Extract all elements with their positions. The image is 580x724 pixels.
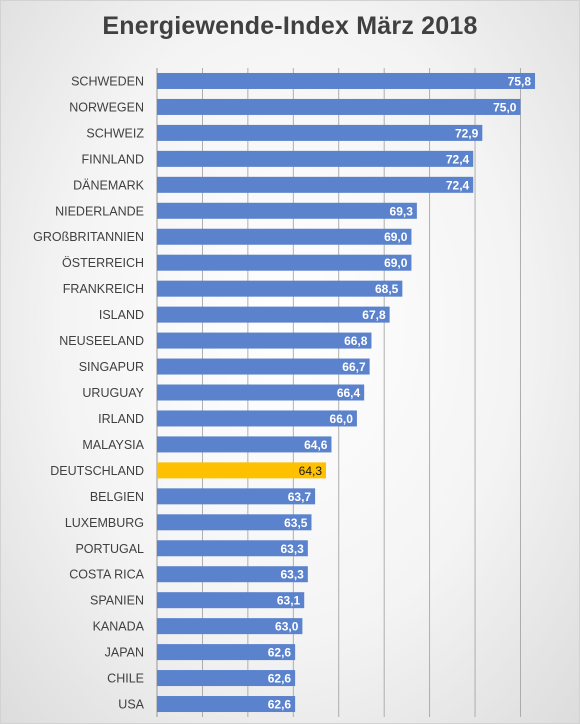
bar-1: [157, 98, 521, 115]
category-label: DÄNEMARK: [73, 178, 145, 192]
bar-7: [157, 254, 412, 271]
category-label: FINNLAND: [81, 152, 144, 166]
category-label: IRLAND: [98, 412, 144, 426]
category-label: SCHWEIZ: [86, 126, 144, 140]
value-label: 63,1: [277, 594, 301, 608]
bar-11: [157, 358, 370, 375]
value-label: 63,3: [280, 568, 304, 582]
category-label: FRANKREICH: [63, 282, 144, 296]
value-label: 63,3: [280, 542, 304, 556]
category-label: DEUTSCHLAND: [50, 464, 144, 478]
category-label: URUGUAY: [82, 386, 144, 400]
category-label: NEUSEELAND: [59, 334, 144, 348]
value-label: 75,0: [493, 100, 517, 114]
value-labels: 75,8 75,0 72,9 72,4 72,4 69,3 69,0 69,0 68,5 67,8…: [268, 74, 532, 711]
value-label: 63,0: [275, 620, 299, 634]
bar-19: [157, 566, 308, 583]
bar-4: [157, 176, 474, 193]
bar-10: [157, 332, 372, 349]
value-label: 62,6: [268, 698, 292, 712]
bar-5: [157, 202, 417, 219]
value-label: 75,8: [508, 74, 532, 88]
bar-9: [157, 306, 390, 323]
bar-13: [157, 410, 357, 427]
bar-24: [157, 696, 296, 713]
category-label: COSTA RICA: [69, 568, 144, 582]
category-label: ÖSTERREICH: [62, 256, 144, 270]
value-label: 63,5: [284, 516, 308, 530]
value-label: 66,7: [342, 360, 366, 374]
value-label: 68,5: [375, 282, 399, 296]
value-label: 72,4: [446, 178, 470, 192]
category-label: USA: [118, 698, 144, 712]
value-label: 62,6: [268, 672, 292, 686]
bars: [157, 72, 536, 713]
bar-17: [157, 514, 312, 531]
chart-title: Energiewende-Index März 2018: [102, 12, 478, 40]
category-label: JAPAN: [105, 646, 144, 660]
category-label: GROßBRITANNIEN: [33, 230, 144, 244]
value-label: 64,6: [304, 438, 328, 452]
category-label: LUXEMBURG: [65, 516, 144, 530]
bar-21: [157, 618, 303, 635]
category-label: CHILE: [107, 672, 144, 686]
value-label: 66,4: [337, 386, 361, 400]
bar-20: [157, 592, 305, 609]
value-label: 72,9: [455, 126, 479, 140]
category-label: NIEDERLANDE: [55, 204, 144, 218]
category-label: NORWEGEN: [69, 100, 144, 114]
bar-12: [157, 384, 365, 401]
bar-8: [157, 280, 403, 297]
category-label: KANADA: [93, 620, 145, 634]
category-label: ISLAND: [99, 308, 144, 322]
category-labels: SCHWEDEN NORWEGEN SCHWEIZ FINNLAND DÄNEMARK N…: [33, 74, 145, 711]
value-label: 69,0: [384, 256, 408, 270]
value-label: 66,8: [344, 334, 368, 348]
bar-2: [157, 124, 483, 141]
category-label: BELGIEN: [90, 490, 144, 504]
bar-6: [157, 228, 412, 245]
category-label: SINGAPUR: [79, 360, 144, 374]
value-label: 64,3: [299, 464, 323, 478]
bar-0: [157, 72, 536, 89]
bar-15: [157, 462, 327, 479]
value-label: 69,0: [384, 230, 408, 244]
bar-3: [157, 150, 474, 167]
bar-23: [157, 670, 296, 687]
value-label: 69,3: [390, 204, 414, 218]
bar-18: [157, 540, 308, 557]
category-label: SCHWEDEN: [71, 74, 144, 88]
category-label: SPANIEN: [90, 594, 144, 608]
gridlines: [156, 68, 521, 717]
value-label: 62,6: [268, 646, 292, 660]
category-label: MALAYSIA: [82, 438, 144, 452]
value-label: 66,0: [330, 412, 354, 426]
bar-22: [157, 644, 296, 661]
bar-16: [157, 488, 316, 505]
value-label: 67,8: [362, 308, 386, 322]
value-label: 63,7: [288, 490, 312, 504]
category-label: PORTUGAL: [75, 542, 144, 556]
value-label: 72,4: [446, 152, 470, 166]
bar-14: [157, 436, 332, 453]
